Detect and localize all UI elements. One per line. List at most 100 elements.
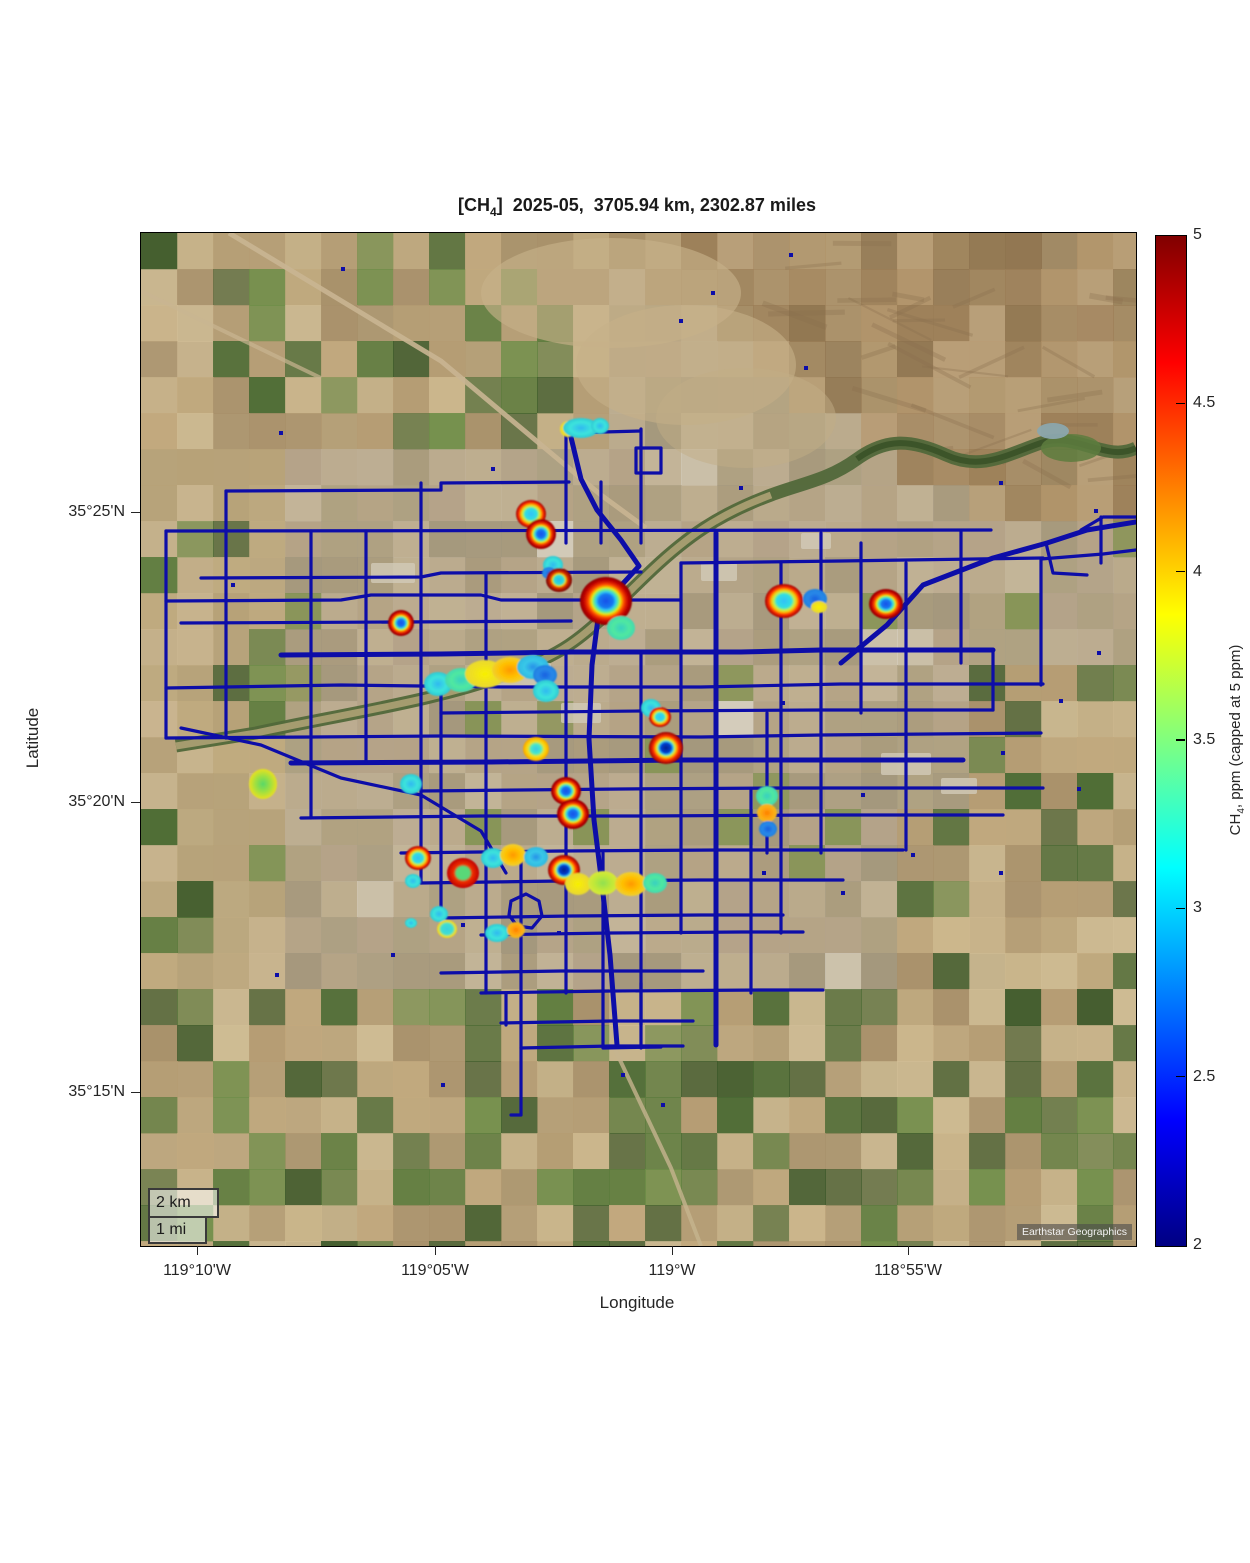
ch4-hotspot xyxy=(447,858,479,888)
title-subscript: 4 xyxy=(490,205,497,219)
x-tick-label: 119°05'W xyxy=(401,1262,469,1280)
ch4-hotspot xyxy=(869,589,903,619)
colorbar-tick-mark xyxy=(1176,908,1185,910)
colorbar-tick-mark xyxy=(1176,1076,1185,1078)
gps-track xyxy=(181,621,571,623)
attribution-label: Earthstar Geographics xyxy=(1022,1226,1127,1238)
ch4-hotspot xyxy=(607,616,635,640)
gps-point xyxy=(679,319,683,323)
ch4-hotspot xyxy=(405,918,417,928)
x-tick-mark xyxy=(908,1246,910,1255)
colorbar-tick-label: 2.5 xyxy=(1193,1068,1215,1086)
y-tick-label: 35°20'N xyxy=(30,793,125,811)
gps-point xyxy=(231,583,235,587)
gps-point xyxy=(1077,787,1081,791)
gps-point xyxy=(911,853,915,857)
colorbar-tick-mark xyxy=(1176,571,1185,573)
gps-point xyxy=(711,291,715,295)
gps-point xyxy=(841,891,845,895)
title-stats: 2025-05, 3705.94 km, 2302.87 miles xyxy=(503,195,816,215)
y-tick-mark xyxy=(131,802,140,804)
y-tick-label: 35°15'N xyxy=(30,1083,125,1101)
x-tick-mark xyxy=(672,1246,674,1255)
gps-point xyxy=(557,931,561,935)
gps-point xyxy=(621,1073,625,1077)
ch4-hotspot xyxy=(811,601,827,613)
title-text: [CH xyxy=(458,195,490,215)
gps-point xyxy=(279,431,283,435)
x-tick-mark xyxy=(197,1246,199,1255)
ch4-hotspot xyxy=(565,873,591,895)
x-tick-label: 118°55'W xyxy=(874,1262,942,1280)
ch4-hotspot xyxy=(643,873,667,893)
ch4-hotspot xyxy=(249,769,277,799)
ch4-hotspot xyxy=(756,786,778,806)
colorbar-tick-label: 3 xyxy=(1193,899,1202,917)
ch4-hotspot xyxy=(533,680,559,702)
gps-track xyxy=(166,530,991,531)
x-axis-label: Longitude xyxy=(600,1293,675,1313)
ch4-hotspot xyxy=(526,519,556,549)
colorbar-label: CH4, ppm (capped at 5 ppm) xyxy=(1227,645,1247,836)
gps-point xyxy=(789,253,793,257)
colorbar-tick-label: 3.5 xyxy=(1193,731,1215,749)
ch4-hotspot xyxy=(765,584,803,618)
gps-point xyxy=(491,467,495,471)
y-tick-mark xyxy=(131,512,140,514)
ch4-hotspot xyxy=(507,922,525,938)
gps-point xyxy=(661,1103,665,1107)
gps-point xyxy=(739,486,743,490)
gps-point xyxy=(804,366,808,370)
gps-point xyxy=(999,481,1003,485)
gps-point xyxy=(1094,509,1098,513)
ch4-hotspot xyxy=(437,920,457,938)
ch4-hotspot xyxy=(405,846,431,870)
ch4-hotspot xyxy=(500,844,526,866)
gps-point xyxy=(1097,651,1101,655)
ch4-hotspot xyxy=(615,872,647,896)
colorbar-tick-label: 2 xyxy=(1193,1236,1202,1254)
scalebar-km: 2 km xyxy=(148,1188,219,1218)
gps-point xyxy=(762,871,766,875)
scalebar-mi: 1 mi xyxy=(148,1218,207,1244)
gps-point xyxy=(999,871,1003,875)
scalebar-mi-label: 1 mi xyxy=(156,1222,186,1238)
x-tick-label: 119°W xyxy=(648,1262,695,1280)
y-tick-mark xyxy=(131,1092,140,1094)
gps-point xyxy=(341,267,345,271)
ch4-hotspot xyxy=(524,847,548,867)
x-tick-label: 119°10'W xyxy=(163,1262,231,1280)
gps-point xyxy=(1059,699,1063,703)
x-tick-mark xyxy=(435,1246,437,1255)
colorbar-label-sub: 4 xyxy=(1236,808,1247,814)
gps-point xyxy=(461,923,465,927)
gps-point xyxy=(441,1083,445,1087)
gps-point xyxy=(861,793,865,797)
map-canvas: 2 km 1 mi Earthstar Geographics xyxy=(140,232,1137,1247)
ch4-hotspot xyxy=(649,732,683,764)
map-graphics xyxy=(141,233,1136,1246)
colorbar-tick-label: 4.5 xyxy=(1193,394,1215,412)
gps-point xyxy=(781,701,785,705)
figure-title: [CH4] 2025-05, 3705.94 km, 2302.87 miles xyxy=(458,195,816,219)
colorbar-tick-mark xyxy=(1176,403,1185,405)
ch4-hotspot xyxy=(557,799,589,829)
gps-point xyxy=(391,953,395,957)
gps-point xyxy=(275,973,279,977)
gps-point xyxy=(1001,751,1005,755)
ch4-hotspot xyxy=(649,707,671,727)
scalebar-km-label: 2 km xyxy=(156,1195,191,1211)
ch4-hotspot xyxy=(400,774,422,794)
colorbar-tick-mark xyxy=(1176,739,1185,741)
ch4-hotspot xyxy=(388,610,414,636)
y-tick-label: 35°25'N xyxy=(30,503,125,521)
ch4-hotspot xyxy=(757,804,777,822)
ch4-hotspot xyxy=(588,871,618,895)
figure: [CH4] 2025-05, 3705.94 km, 2302.87 miles… xyxy=(0,0,1250,1563)
colorbar xyxy=(1155,235,1187,1247)
colorbar-tick-label: 4 xyxy=(1193,563,1202,581)
ch4-hotspot xyxy=(485,924,509,942)
ch4-hotspot xyxy=(546,568,572,592)
ch4-hotspot xyxy=(759,821,777,837)
colorbar-label-post: , ppm (capped at 5 ppm) xyxy=(1227,645,1244,808)
